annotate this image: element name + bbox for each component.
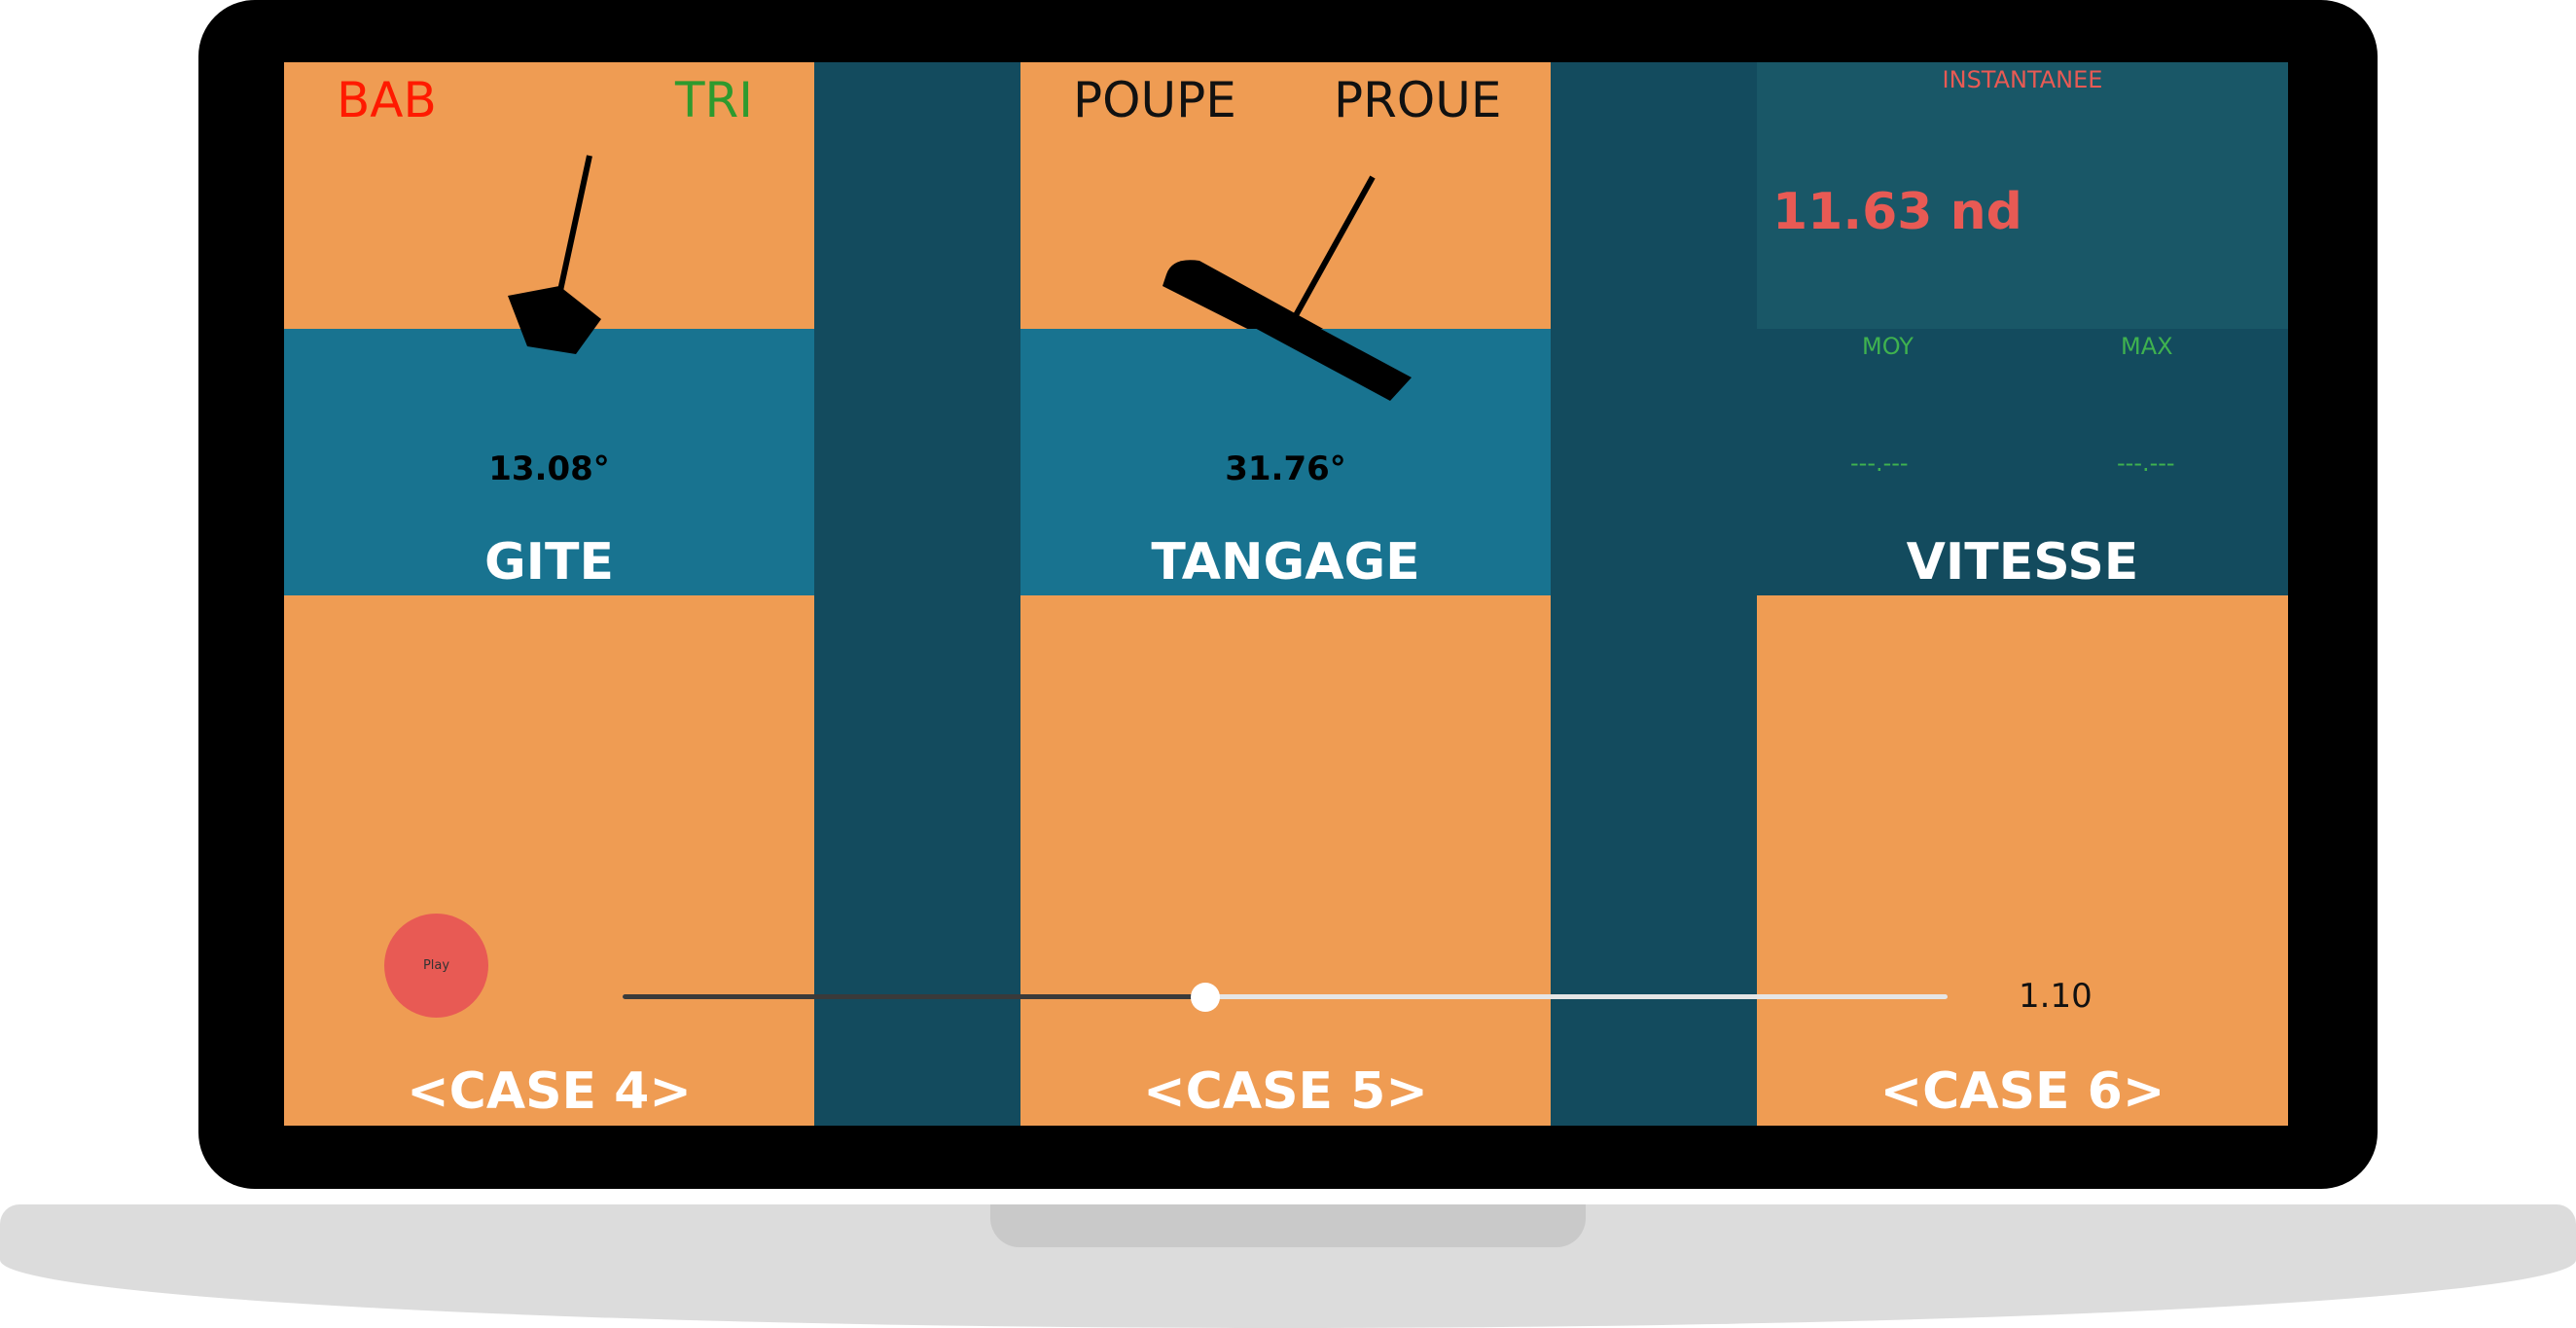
case-4-label: <CASE 4> bbox=[407, 1062, 692, 1121]
playback-slider-fill bbox=[623, 994, 1206, 999]
column-separator-1 bbox=[814, 62, 1020, 1126]
case-6-panel[interactable]: <CASE 6> bbox=[1757, 595, 2288, 1126]
gite-top-panel: BAB TRI bbox=[284, 62, 814, 329]
instant-speed-value: 11.63 nd bbox=[1772, 183, 2022, 241]
laptop-hinge-notch bbox=[990, 1204, 1586, 1247]
playback-slider-track[interactable] bbox=[623, 994, 1948, 999]
max-label: MAX bbox=[2121, 333, 2173, 360]
vitesse-top-panel: INSTANTANEE 11.63 nd bbox=[1757, 62, 2288, 329]
case-4-panel[interactable]: <CASE 4> bbox=[284, 595, 814, 1126]
instant-label: INSTANTANEE bbox=[1942, 66, 2103, 93]
vitesse-mid-panel: MOY MAX ---.--- ---.--- VITESSE bbox=[1757, 329, 2288, 595]
case-5-panel[interactable]: <CASE 5> bbox=[1020, 595, 1551, 1126]
tangage-title: TANGAGE bbox=[1151, 533, 1420, 592]
playback-slider-value: 1.10 bbox=[2019, 977, 2093, 1016]
play-button[interactable]: Play bbox=[384, 914, 488, 1018]
column-separator-2 bbox=[1551, 62, 1757, 1126]
tangage-top-panel: POUPE PROUE bbox=[1020, 62, 1551, 329]
avg-label: MOY bbox=[1862, 333, 1914, 360]
gite-title: GITE bbox=[483, 533, 615, 592]
gite-value: 13.08° bbox=[488, 449, 610, 488]
max-speed-value: ---.--- bbox=[2117, 449, 2175, 477]
poupe-label: POUPE bbox=[1073, 72, 1236, 128]
heel-boat-hull-lower bbox=[520, 329, 594, 354]
vitesse-title: VITESSE bbox=[1906, 533, 2139, 592]
playback-slider-thumb[interactable] bbox=[1191, 983, 1221, 1012]
gite-mid-panel: 13.08° GITE bbox=[284, 329, 814, 595]
pitch-boat-hull-lower bbox=[1256, 329, 1412, 401]
bab-label: BAB bbox=[337, 72, 437, 128]
pitch-boat-indicator bbox=[1163, 175, 1376, 329]
tangage-mid-panel: 31.76° TANGAGE bbox=[1020, 329, 1551, 595]
tangage-value: 31.76° bbox=[1225, 449, 1346, 488]
case-5-label: <CASE 5> bbox=[1143, 1062, 1428, 1121]
tri-label: TRI bbox=[675, 72, 754, 128]
dashboard-screen: BAB TRI 13.08° GITE <CASE 4> POUPE PROUE… bbox=[284, 62, 2288, 1126]
avg-speed-value: ---.--- bbox=[1850, 449, 1909, 477]
case-6-label: <CASE 6> bbox=[1879, 1062, 2165, 1121]
heel-boat-indicator bbox=[508, 155, 601, 329]
proue-label: PROUE bbox=[1334, 72, 1502, 128]
